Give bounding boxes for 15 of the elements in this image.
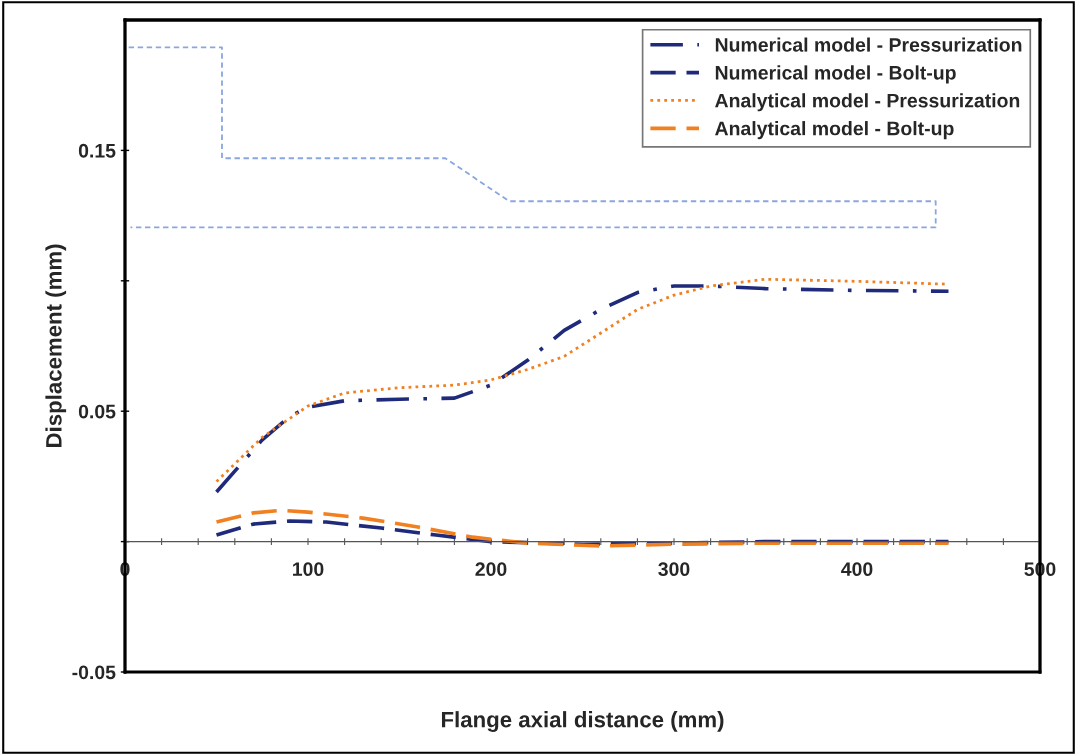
legend-label: Analytical model - Bolt-up [715,121,954,140]
line-series [214,519,951,547]
legend-label: Numerical model - Pressurization [715,37,1022,52]
x-tick-label: 300 [658,562,690,577]
x-tick-label: 200 [475,562,507,577]
y-tick-label: -0.05 [72,665,116,680]
y-tick-label: 0.05 [78,404,116,419]
y-axis-title: Displacement (mm) [45,244,67,448]
line-series [214,508,951,548]
legend-label: Analytical model - Pressurization [715,93,1020,112]
y-tick-label: 0.15 [78,143,116,158]
x-axis-title: Flange axial distance (mm) [441,711,724,732]
legend-label: Numerical model - Bolt-up [715,65,956,84]
x-tick-label: 100 [293,562,324,577]
x-tick-label: 400 [841,562,873,577]
